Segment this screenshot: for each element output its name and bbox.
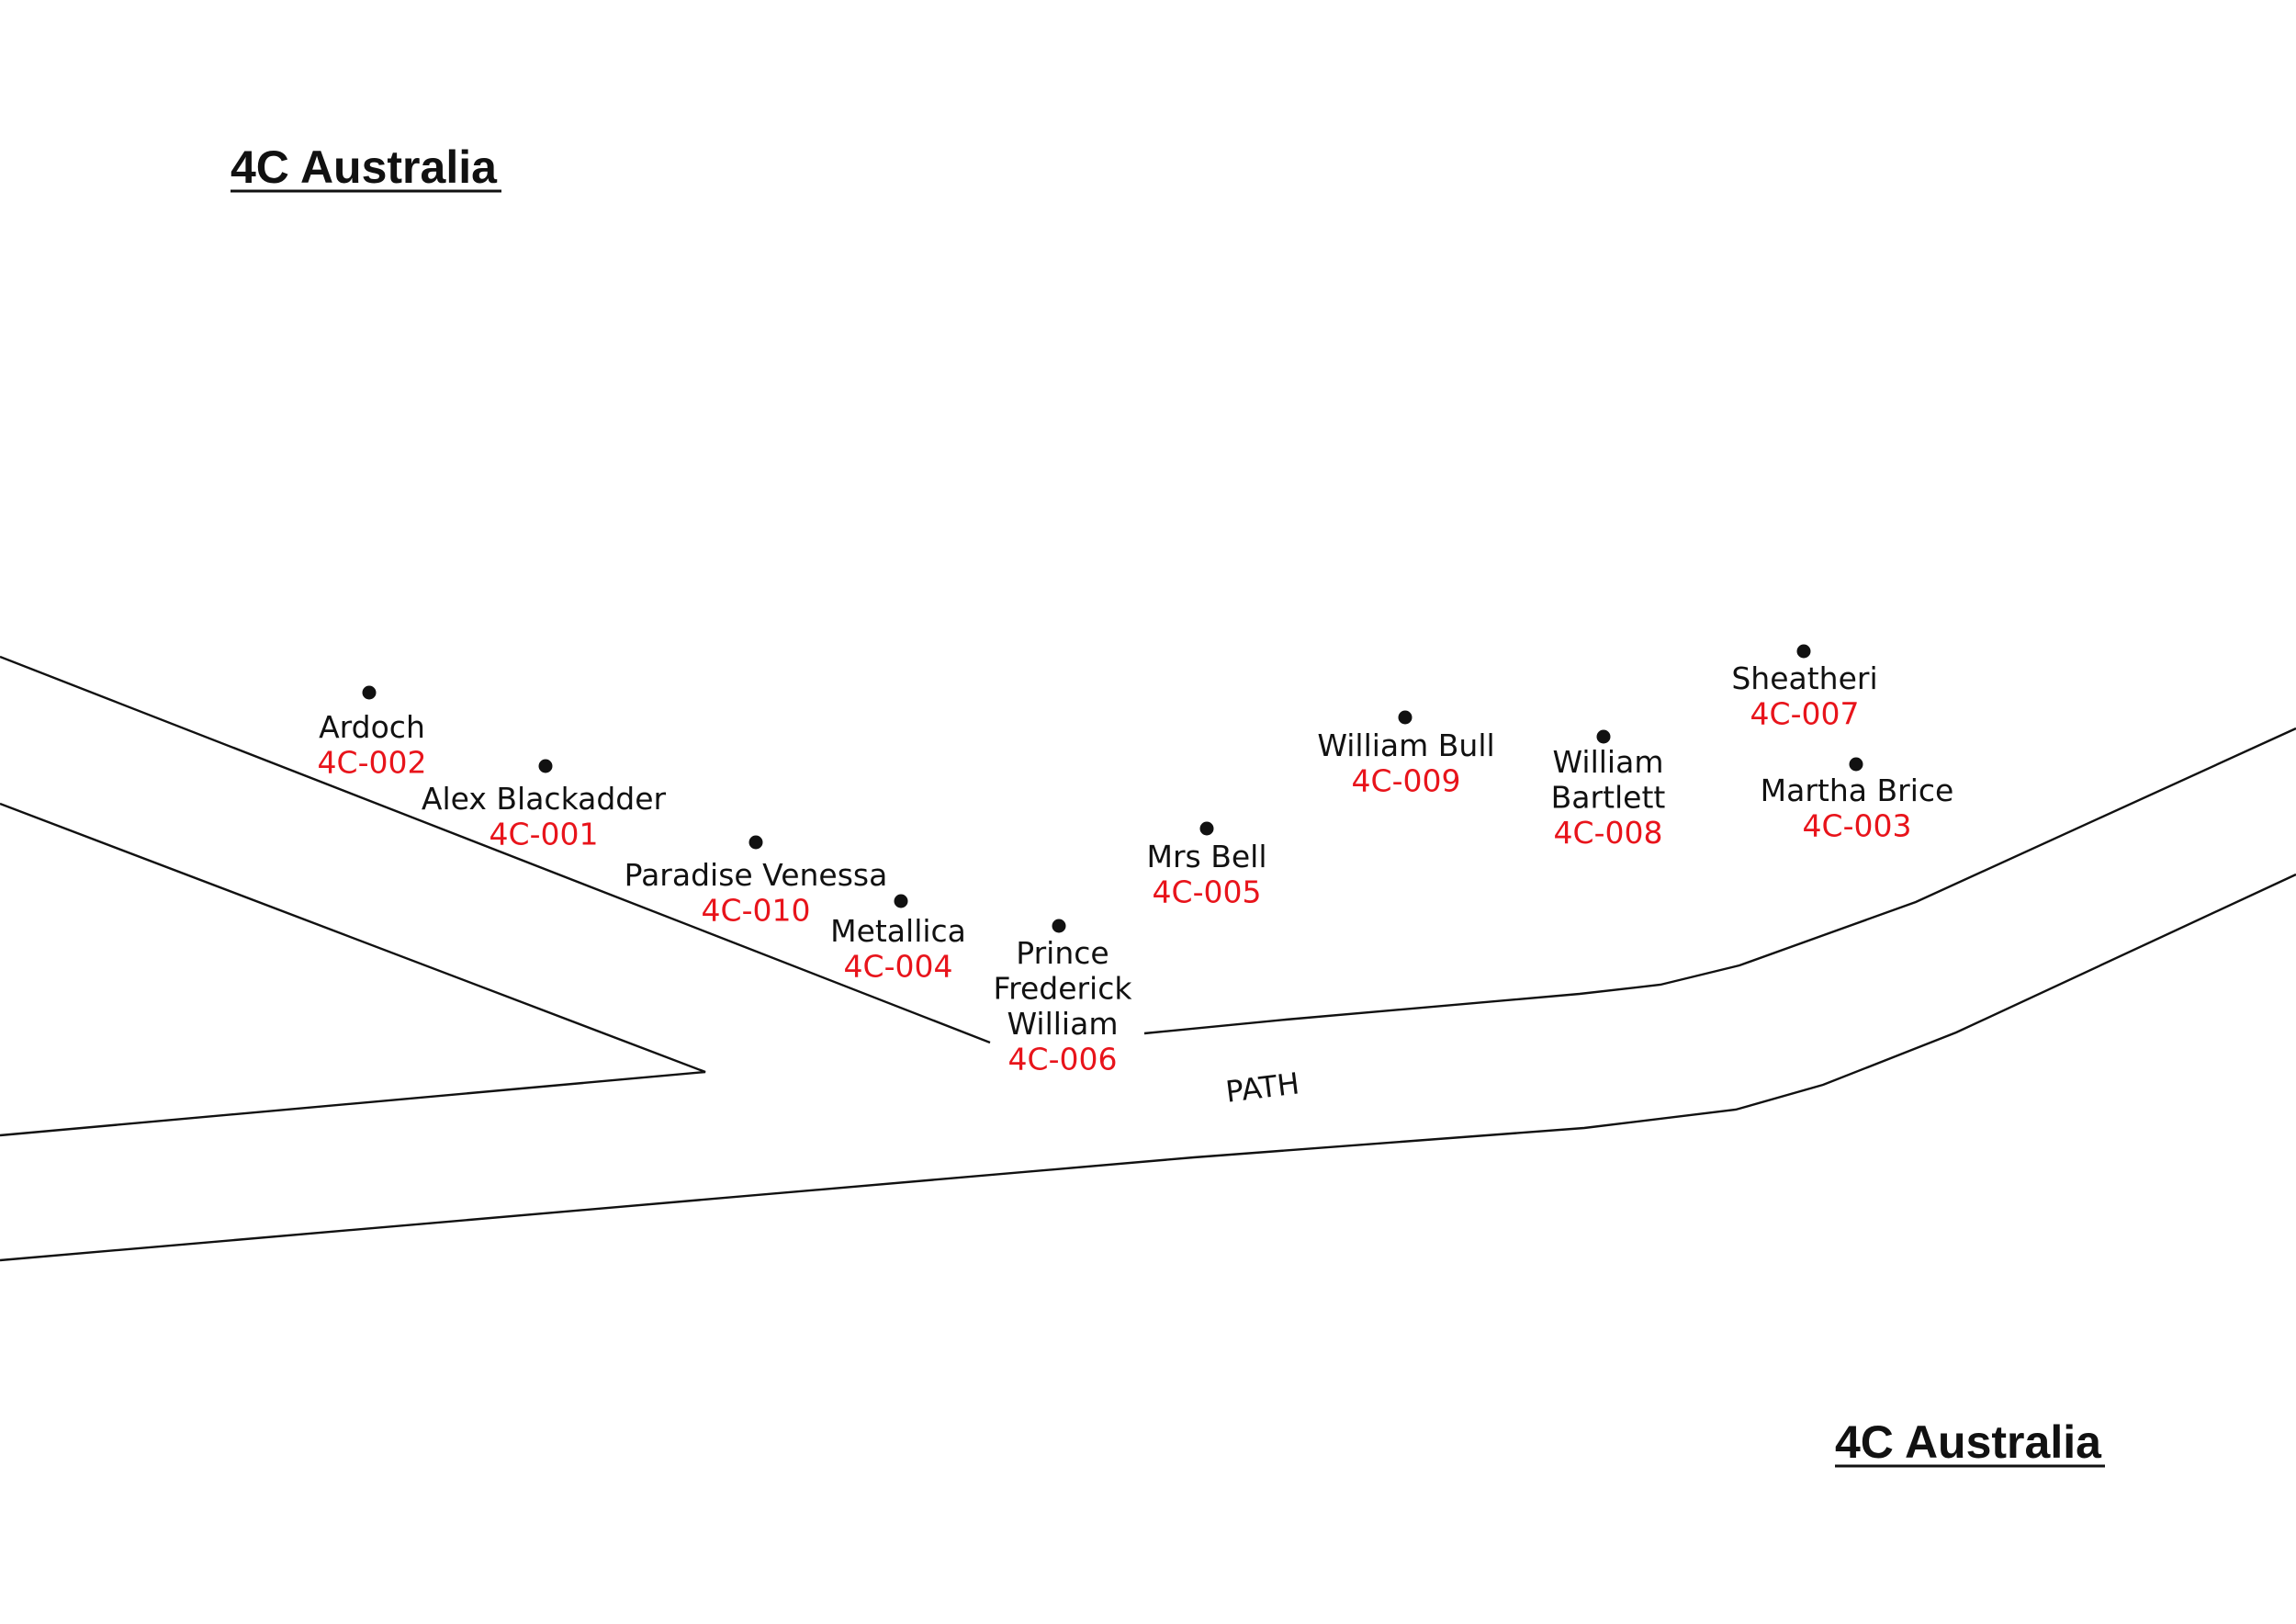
plot-name: Bartlett xyxy=(1551,780,1666,816)
plot-dot xyxy=(538,759,553,773)
plot-dot xyxy=(894,894,908,908)
plot-code: 4C-001 xyxy=(490,817,599,852)
plot-name: William xyxy=(1007,1006,1119,1042)
plot-code: 4C-007 xyxy=(1750,696,1860,732)
plot-dot xyxy=(1199,821,1214,836)
path-edge-lower xyxy=(0,873,2296,1262)
plot-dot xyxy=(1849,757,1863,772)
plot-dot xyxy=(1052,919,1066,933)
plot-name: Prince xyxy=(1016,935,1109,971)
plot-code: 4C-006 xyxy=(1008,1042,1118,1077)
plot-dot xyxy=(362,685,377,700)
plot-code: 4C-004 xyxy=(844,949,953,985)
plot-code: 4C-003 xyxy=(1803,808,1912,844)
path-outlines xyxy=(0,655,2296,1262)
plot-code: 4C-009 xyxy=(1352,763,1461,799)
plot-code: 4C-008 xyxy=(1554,815,1663,851)
plot-name: Frederick xyxy=(994,971,1133,1007)
path-edge-upper-right xyxy=(1143,727,2296,1035)
plot-name: Sheatheri xyxy=(1731,660,1877,696)
plot-dot xyxy=(1398,710,1412,725)
plot-name: William xyxy=(1553,744,1664,780)
map-title-bottom: 4C Australia xyxy=(1835,1416,2102,1468)
plot-code: 4C-005 xyxy=(1153,874,1262,910)
path-wedge-left xyxy=(0,802,706,1137)
plot-name: William Bull xyxy=(1317,727,1494,763)
map-title-top: 4C Australia xyxy=(231,141,498,193)
plot-name: Paradise Venessa xyxy=(625,857,888,893)
plot-dot xyxy=(748,835,763,850)
plot-name: Mrs Bell xyxy=(1146,839,1266,874)
path-edge-upper-left xyxy=(0,655,991,1044)
plot-name: Martha Brice xyxy=(1761,773,1954,808)
plot-code: 4C-010 xyxy=(702,893,811,929)
plot-dot xyxy=(1596,729,1611,744)
path-label: PATH xyxy=(1224,1066,1301,1109)
plot-name: Metallica xyxy=(830,913,966,949)
plot-dot xyxy=(1796,644,1811,659)
plot-name: Ardoch xyxy=(319,709,425,745)
plot-code: 4C-002 xyxy=(318,745,427,781)
plot-name: Alex Blackadder xyxy=(422,781,667,817)
